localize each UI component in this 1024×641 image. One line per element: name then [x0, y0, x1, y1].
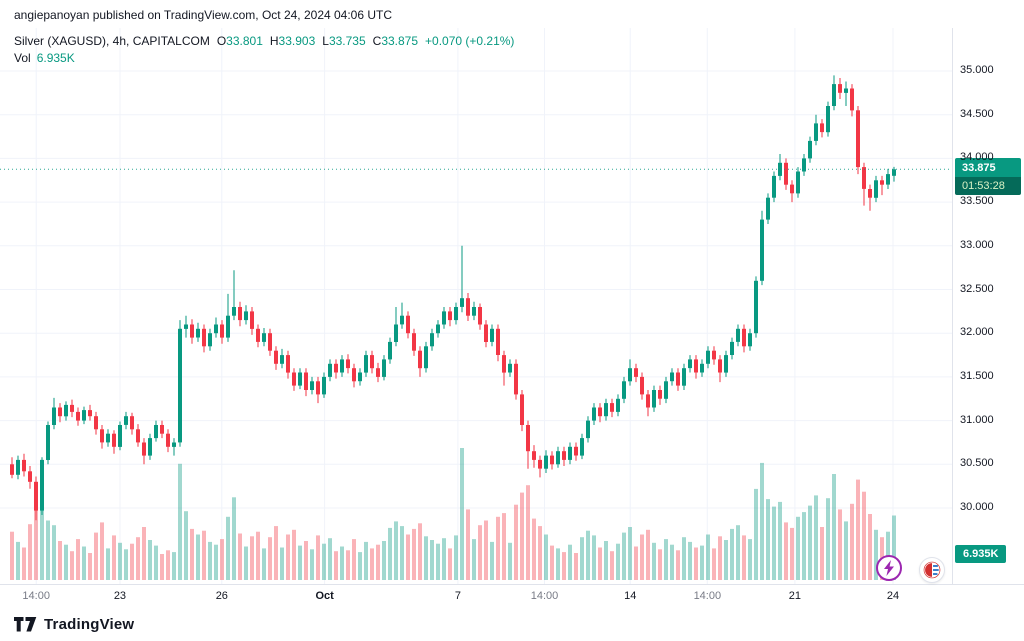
broker-logo-button[interactable]: [919, 557, 945, 583]
time-axis-label: 14:00: [22, 590, 50, 602]
legend-row-volume: Vol 6.935K: [14, 50, 514, 67]
volume-value: 6.935K: [36, 51, 75, 65]
attribution-text: angiepanoyan published on TradingView.co…: [14, 8, 393, 22]
grid-lines: [0, 28, 952, 584]
bar-countdown: 01:53:28: [955, 177, 1021, 196]
plot-svg[interactable]: [0, 28, 952, 584]
footer: TradingView: [0, 608, 1024, 641]
legend: Silver (XAGUSD), 4h, CAPITALCOM O33.801 H3…: [14, 33, 514, 67]
legend-row-symbol: Silver (XAGUSD), 4h, CAPITALCOM O33.801 H3…: [14, 33, 514, 50]
time-axis-label: Oct: [315, 590, 334, 602]
ohlc-high: H33.903: [269, 34, 316, 48]
time-axis-label: 21: [788, 590, 802, 602]
price-axis-label: 31.000: [960, 413, 994, 426]
last-price-badge: 33.875 01:53:28: [955, 158, 1021, 196]
price-axis-label: 33.500: [960, 195, 994, 208]
change-value: +0.070 (+0.21%): [425, 34, 515, 48]
ohlc-open: O33.801: [216, 34, 263, 48]
price-axis-label: 30.500: [960, 457, 994, 470]
last-price-value: 33.875: [955, 158, 1021, 178]
time-axis-label: 14: [624, 590, 637, 602]
time-axis-label: 14:00: [693, 590, 722, 602]
lightning-icon: [884, 560, 894, 576]
time-axis-label: 26: [215, 590, 228, 602]
price-axis-label: 30.000: [960, 501, 994, 513]
broker-roundel-icon: [923, 561, 941, 579]
price-axis-label: 34.000: [960, 151, 994, 164]
time-axis-label: 24: [886, 590, 900, 602]
time-axis-label: 23: [113, 590, 127, 602]
time-axis-label: 14:00: [530, 590, 559, 602]
volume-label: Vol: [14, 51, 31, 65]
price-axis-label: 31.500: [960, 369, 994, 382]
tradingview-brand[interactable]: TradingView: [44, 616, 135, 633]
volume-bars: [10, 448, 896, 580]
ohlc-low: L33.735: [322, 34, 366, 48]
time-axis-label: 7: [454, 590, 461, 602]
price-axis-label: 34.500: [960, 107, 994, 120]
price-axis-label: 33.000: [960, 238, 994, 251]
price-axis-label: 32.000: [960, 326, 994, 339]
candlesticks: [10, 75, 896, 521]
symbol-title[interactable]: Silver (XAGUSD), 4h, CAPITALCOM: [14, 34, 210, 48]
price-axis-label: 32.500: [960, 282, 994, 295]
instant-trading-button[interactable]: [876, 555, 902, 581]
price-axis-label: 35.000: [960, 64, 994, 76]
tradingview-logo-icon[interactable]: [14, 617, 37, 632]
volume-badge: 6.935K: [955, 545, 1007, 563]
price-axis[interactable]: 33.875 01:53:28 6.935K 35.000 34.500 34.00…: [952, 28, 1024, 584]
time-axis[interactable]: 14:00 23 26 Oct 7 14:00 14 14:00 21 24: [0, 584, 1024, 608]
ohlc-close: C33.875: [372, 34, 419, 48]
chart-area[interactable]: Silver (XAGUSD), 4h, CAPITALCOM O33.801 H3…: [0, 28, 1024, 608]
